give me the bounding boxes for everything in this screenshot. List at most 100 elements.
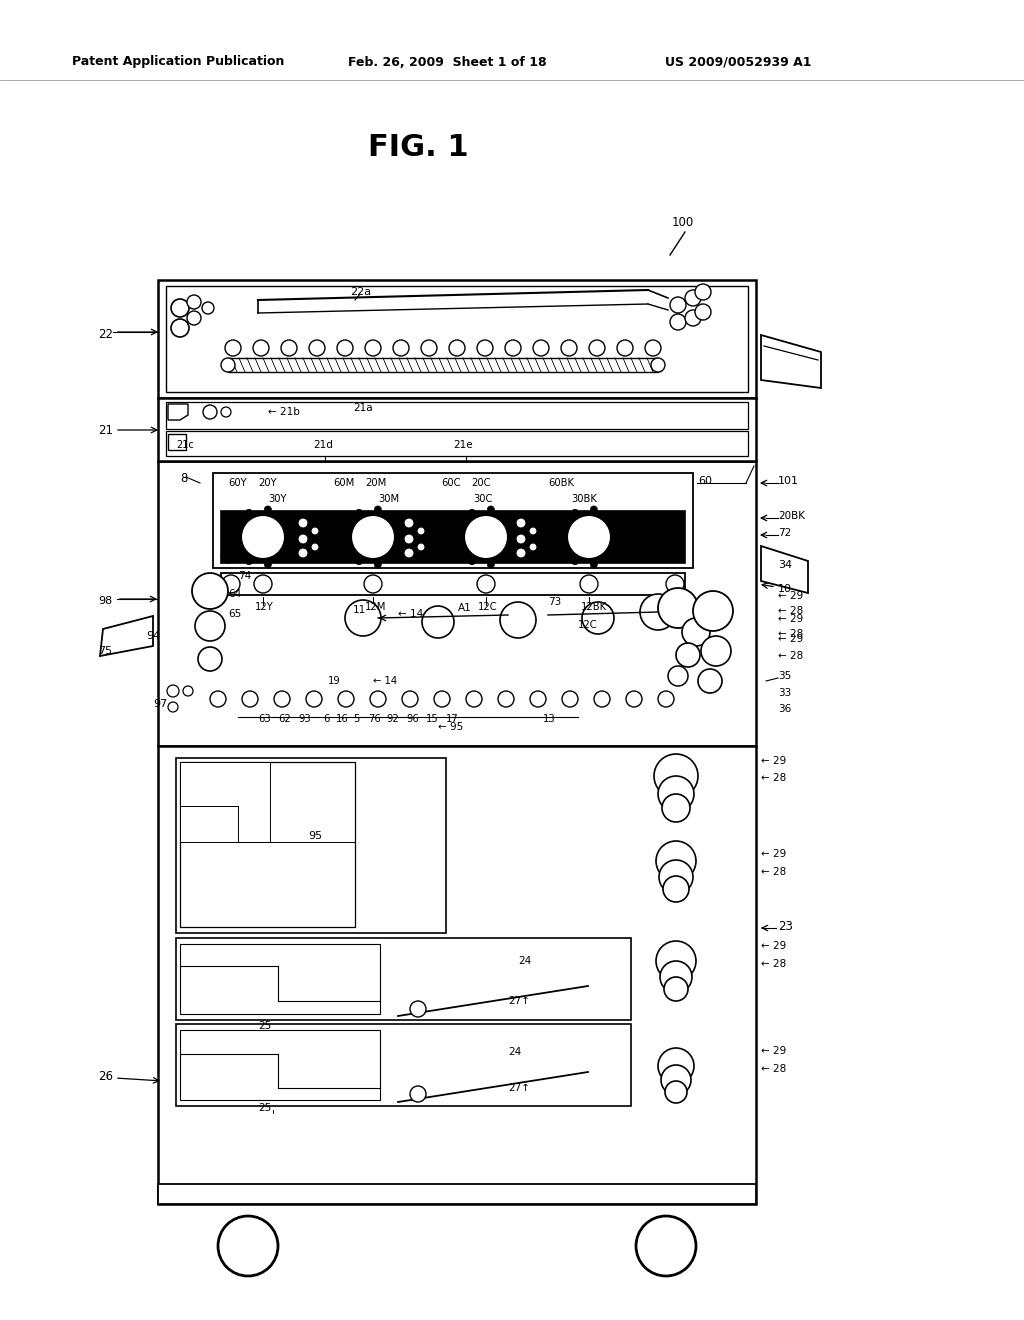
Circle shape [487,506,495,513]
Circle shape [664,977,688,1001]
Circle shape [580,576,598,593]
Text: 24: 24 [518,956,531,966]
Circle shape [202,302,214,314]
Text: ← 28: ← 28 [761,867,786,876]
Circle shape [422,606,454,638]
Circle shape [487,561,495,568]
Text: ← 29: ← 29 [778,634,803,644]
Circle shape [663,876,689,902]
Text: 21e: 21e [453,440,473,450]
Text: 5: 5 [353,714,359,723]
Text: 22a: 22a [350,286,371,297]
Circle shape [254,576,272,593]
Text: 8: 8 [180,473,187,486]
Circle shape [477,341,493,356]
Circle shape [391,516,398,523]
Bar [176,939,631,1020]
Circle shape [434,690,450,708]
Text: 98: 98 [98,597,113,606]
Text: 95: 95 [308,832,323,841]
Circle shape [364,576,382,593]
Text: 94: 94 [146,631,160,642]
Circle shape [281,516,288,523]
Circle shape [668,667,688,686]
Text: 13: 13 [543,714,556,723]
Circle shape [375,561,381,568]
Circle shape [469,510,475,516]
Circle shape [281,341,297,356]
Text: 60: 60 [698,477,712,486]
Circle shape [198,647,222,671]
Circle shape [464,515,508,558]
Circle shape [500,602,536,638]
Text: 25: 25 [258,1104,271,1113]
Text: 30Y: 30Y [268,494,287,504]
Circle shape [311,543,319,550]
Circle shape [477,576,495,593]
Text: 20BK: 20BK [778,511,805,521]
Circle shape [658,776,694,812]
Text: 92: 92 [386,714,398,723]
Bar [180,944,380,1014]
Circle shape [636,1216,696,1276]
Text: 24: 24 [508,1047,521,1057]
Circle shape [613,533,621,540]
Circle shape [658,690,674,708]
Text: 21d: 21d [313,440,333,450]
Circle shape [654,754,698,799]
Circle shape [298,517,308,528]
Text: 93: 93 [298,714,310,723]
Text: ← 14: ← 14 [373,676,397,686]
Circle shape [511,533,517,540]
Text: 12BK: 12BK [581,602,607,612]
Circle shape [187,294,201,309]
Circle shape [193,573,228,609]
Text: 33: 33 [778,688,792,698]
Bar [176,758,446,933]
Bar [158,1184,756,1204]
Circle shape [469,558,475,565]
Circle shape [498,690,514,708]
Circle shape [516,517,526,528]
Polygon shape [761,335,821,388]
Circle shape [571,558,579,565]
Circle shape [682,618,710,645]
Circle shape [670,297,686,313]
Circle shape [561,341,577,356]
Circle shape [218,1216,278,1276]
Text: ← 28: ← 28 [778,630,803,639]
Bar [158,461,756,746]
Text: 65: 65 [228,609,242,619]
Circle shape [698,669,722,693]
Text: ← 28: ← 28 [761,960,786,969]
Text: 27↑: 27↑ [508,997,530,1006]
Text: ← 95: ← 95 [438,722,463,733]
Circle shape [246,510,253,516]
Circle shape [345,601,381,636]
Circle shape [607,516,614,523]
Circle shape [365,341,381,356]
Circle shape [410,1086,426,1102]
Text: 60BK: 60BK [548,478,574,488]
Circle shape [233,524,241,531]
Text: 30C: 30C [473,494,493,504]
Circle shape [449,341,465,356]
Circle shape [298,535,308,544]
Text: ← 21b: ← 21b [268,407,300,417]
Circle shape [391,552,398,558]
Bar [176,1024,631,1106]
Text: 25: 25 [258,1020,271,1031]
Text: US 2009/0052939 A1: US 2009/0052939 A1 [665,55,811,69]
Circle shape [167,685,179,697]
Circle shape [516,548,526,558]
Circle shape [281,552,288,558]
Text: ← 28: ← 28 [778,651,803,661]
Text: 21c: 21c [176,440,194,450]
Circle shape [309,341,325,356]
Circle shape [559,524,566,531]
Circle shape [571,510,579,516]
Bar [166,286,748,392]
Text: 75: 75 [98,645,112,656]
Circle shape [183,686,193,696]
Circle shape [370,690,386,708]
